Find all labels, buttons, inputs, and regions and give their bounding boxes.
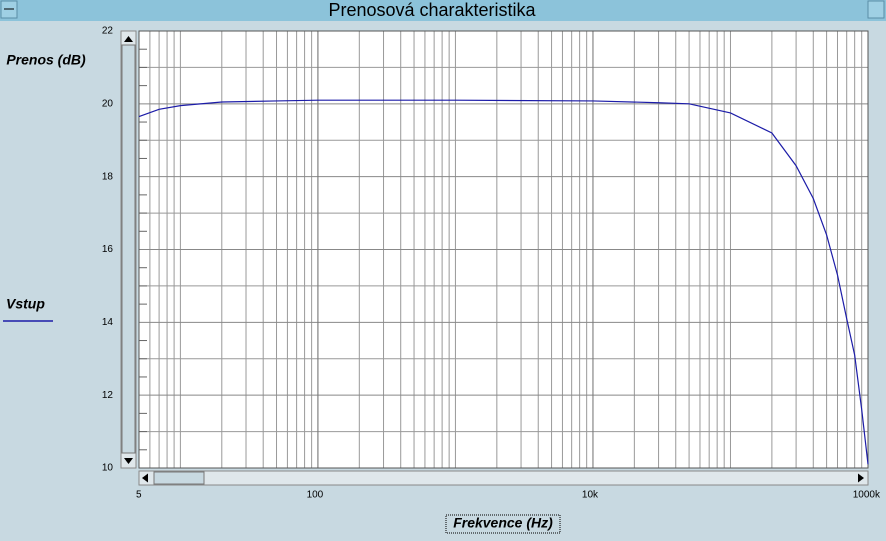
y-tick-label: 16 bbox=[102, 244, 114, 255]
data-line bbox=[138, 99, 869, 465]
scroll-down-arrow[interactable] bbox=[124, 458, 133, 464]
y-tick-label: 18 bbox=[102, 171, 114, 182]
x-tick-label: 1000k bbox=[853, 490, 881, 501]
y-tick-label: 12 bbox=[102, 390, 114, 401]
x-tick-label: 10k bbox=[582, 490, 599, 501]
y-tick-label: 14 bbox=[102, 317, 114, 328]
scroll-left-arrow[interactable] bbox=[142, 473, 148, 483]
x-axis-label: Frekvence (Hz) bbox=[453, 515, 553, 531]
horizontal-scroll-thumb[interactable] bbox=[153, 471, 205, 485]
x-tick-label: 100 bbox=[307, 490, 324, 501]
maximize-button[interactable] bbox=[867, 0, 885, 19]
scroll-up-arrow[interactable] bbox=[124, 36, 133, 42]
horizontal-scrollbar[interactable] bbox=[138, 470, 869, 486]
title-bar bbox=[0, 0, 886, 21]
y-axis-label: Prenos (dB) bbox=[6, 52, 86, 68]
x-axis-label-focus bbox=[445, 514, 561, 534]
y-tick-label: 22 bbox=[102, 26, 114, 37]
x-tick-label: 5 bbox=[136, 490, 142, 501]
chart-title: Prenosová charakteristika bbox=[328, 0, 536, 20]
vertical-scroll-thumb[interactable] bbox=[121, 44, 136, 454]
scroll-right-arrow[interactable] bbox=[858, 473, 864, 483]
plot-border bbox=[138, 30, 869, 469]
y-tick-label: 10 bbox=[102, 463, 114, 474]
legend-label: Vstup bbox=[6, 296, 45, 312]
y-tick-label: 20 bbox=[102, 98, 114, 109]
